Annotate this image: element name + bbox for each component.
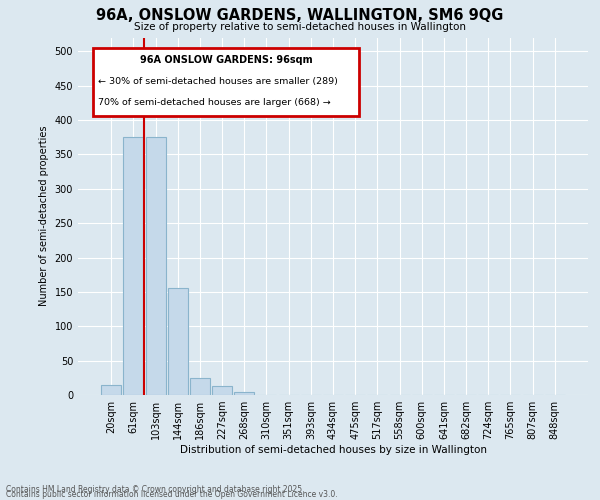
Text: Contains HM Land Registry data © Crown copyright and database right 2025.: Contains HM Land Registry data © Crown c… [6,484,305,494]
Bar [190,378,210,395]
Text: Size of property relative to semi-detached houses in Wallington: Size of property relative to semi-detach… [134,22,466,32]
Text: 96A ONSLOW GARDENS: 96sqm: 96A ONSLOW GARDENS: 96sqm [140,56,312,66]
Bar [101,384,121,395]
Text: ← 30% of semi-detached houses are smaller (289): ← 30% of semi-detached houses are smalle… [98,77,338,86]
Bar [146,137,166,395]
Y-axis label: Number of semi-detached properties: Number of semi-detached properties [39,126,49,306]
Text: Contains public sector information licensed under the Open Government Licence v3: Contains public sector information licen… [6,490,338,499]
Bar [212,386,232,395]
Bar [168,288,188,395]
FancyBboxPatch shape [94,48,359,116]
Bar [124,137,143,395]
Text: 96A, ONSLOW GARDENS, WALLINGTON, SM6 9QG: 96A, ONSLOW GARDENS, WALLINGTON, SM6 9QG [97,8,503,22]
Text: 70% of semi-detached houses are larger (668) →: 70% of semi-detached houses are larger (… [98,98,331,108]
X-axis label: Distribution of semi-detached houses by size in Wallington: Distribution of semi-detached houses by … [179,445,487,455]
Bar [234,392,254,395]
